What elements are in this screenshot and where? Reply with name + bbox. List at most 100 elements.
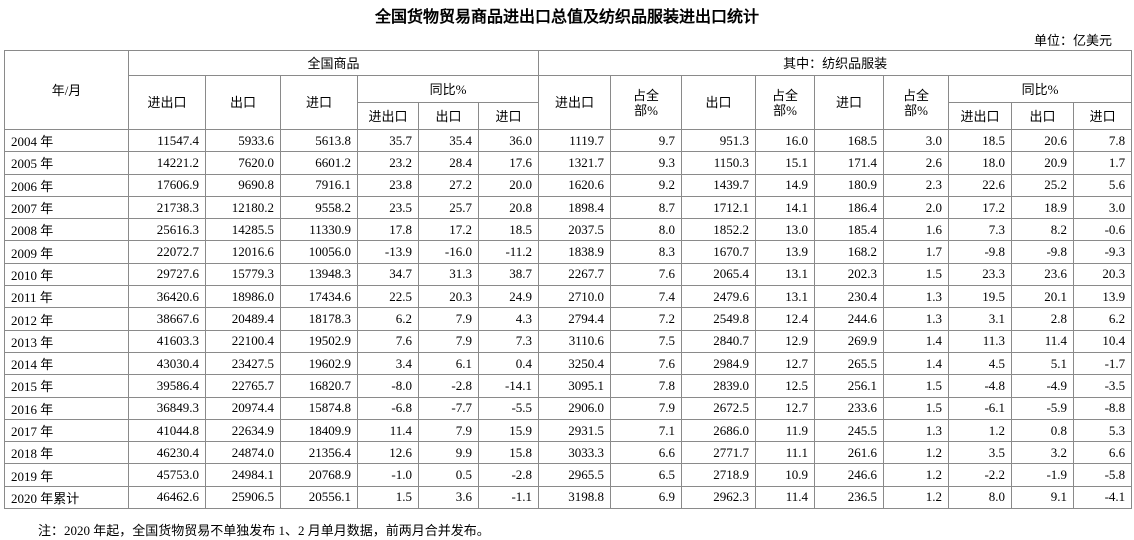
table-cell: 2479.6 xyxy=(681,285,757,309)
table-cell: 1.5 xyxy=(883,262,950,287)
unit: 单位：亿美元 xyxy=(1033,33,1112,48)
table-cell: 6601.2 xyxy=(280,151,358,175)
table-cell: 1.6 xyxy=(883,218,950,242)
table-cell: 46462.6 xyxy=(128,485,206,510)
column-header: 进出口 xyxy=(538,75,612,130)
table-cell: 12.9 xyxy=(755,329,816,353)
table-cell: 17434.6 xyxy=(280,285,358,309)
table-row: 2011 年 36420.6 18986.0 17434.6 22.5 20.3 24.9 2… xyxy=(4,285,1133,309)
table-cell: 15779.3 xyxy=(205,262,281,287)
table-cell: 2.0 xyxy=(883,195,950,220)
title: 全国货物贸易商品进出口总值及纺织品服装进出口统计 xyxy=(374,9,759,26)
table-cell: -1.7 xyxy=(1073,351,1133,376)
table-cell: 1620.6 xyxy=(538,173,612,197)
table-cell: 25616.3 xyxy=(128,218,206,242)
table-cell: 43030.4 xyxy=(128,351,206,376)
table-cell: 1712.1 xyxy=(681,195,757,220)
table-cell: 7620.0 xyxy=(205,151,281,175)
table-row: 2013 年 41603.3 22100.4 19502.9 7.6 7.9 7.3 3110… xyxy=(4,329,1133,353)
table-cell: 2718.9 xyxy=(681,463,757,487)
table-cell: 23.2 xyxy=(357,151,419,175)
table-cell: 17.2 xyxy=(418,218,479,242)
table-cell: 36.0 xyxy=(477,128,540,153)
table-cell: 25.7 xyxy=(418,195,479,220)
table-row: 2016 年 36849.3 20974.4 15874.8 -6.8 -7.7 -5.5 2… xyxy=(4,396,1133,420)
table-cell: 16820.7 xyxy=(280,374,358,398)
table-cell: 19.5 xyxy=(948,285,1013,309)
yoy-header: 同比% xyxy=(948,75,1133,103)
table-row: 2018 年 46230.4 24874.0 21356.4 12.6 9.9 15.8 30… xyxy=(4,441,1133,465)
table-cell: -0.6 xyxy=(1073,218,1133,242)
table-cell: 2906.0 xyxy=(538,396,612,420)
table-cell: -9.8 xyxy=(1011,240,1075,264)
table-header: 年/月 全国商品 其中：纺织品服装 进出口 出口 进口 同比% 进出口 占全部% 出口 占全部% 进口… xyxy=(4,50,1133,130)
table-cell: 6.5 xyxy=(610,463,683,487)
header-row: 进出口 出口 进口 进出口 出口 进口 xyxy=(5,102,1133,130)
table-cell: 17.8 xyxy=(357,218,419,242)
table-cell: 41044.8 xyxy=(128,418,206,443)
table-cell: -9.8 xyxy=(948,240,1013,264)
table-cell: 23.6 xyxy=(1011,262,1075,287)
table-cell: -1.0 xyxy=(357,463,419,487)
table-cell: 15.1 xyxy=(755,151,816,175)
table-cell: 18.0 xyxy=(948,151,1013,175)
table-cell: 36849.3 xyxy=(128,396,206,420)
table-cell: 244.6 xyxy=(814,307,885,331)
table-cell: 1.2 xyxy=(948,418,1013,443)
table-cell: 1670.7 xyxy=(681,240,757,264)
row-label: 2015 年 xyxy=(4,374,129,398)
table-cell: -16.0 xyxy=(418,240,479,264)
table-cell: 6.9 xyxy=(610,485,683,510)
table-cell: 31.3 xyxy=(418,262,479,287)
table-cell: 7.3 xyxy=(477,329,540,353)
column-header: 出口 xyxy=(681,75,757,130)
table-cell: 2839.0 xyxy=(681,374,757,398)
table-cell: 7.9 xyxy=(418,418,479,443)
table-cell: 2984.9 xyxy=(681,351,757,376)
row-label: 2014 年 xyxy=(4,351,129,376)
table-cell: 245.5 xyxy=(814,418,885,443)
table-cell: 29727.6 xyxy=(128,262,206,287)
table-cell: 8.2 xyxy=(1011,218,1075,242)
table-cell: 21738.3 xyxy=(128,195,206,220)
table-cell: 6.2 xyxy=(357,307,419,331)
table-cell: 24.9 xyxy=(477,285,540,309)
table-row: 2010 年 29727.6 15779.3 13948.3 34.7 31.3 38.7 2… xyxy=(4,262,1133,287)
column-header: 进出口 xyxy=(128,75,206,130)
table-cell: 20.8 xyxy=(477,195,540,220)
table-cell: 1.5 xyxy=(883,374,950,398)
table-cell: 2840.7 xyxy=(681,329,757,353)
table-cell: 12.7 xyxy=(755,351,816,376)
table-cell: 17.2 xyxy=(948,195,1013,220)
table-cell: 12016.6 xyxy=(205,240,281,264)
table-cell: 15.9 xyxy=(477,418,540,443)
table-cell: 18.5 xyxy=(948,128,1013,153)
table-cell: 1898.4 xyxy=(538,195,612,220)
table-cell: 5.1 xyxy=(1011,351,1075,376)
table-cell: 20768.9 xyxy=(280,463,358,487)
table-row: 2008 年 25616.3 14285.5 11330.9 17.8 17.2 18.5 2… xyxy=(4,218,1133,242)
table-cell: 1.2 xyxy=(883,441,950,465)
table-cell: 14221.2 xyxy=(128,151,206,175)
table-cell: -2.8 xyxy=(477,463,540,487)
row-label: 2012 年 xyxy=(4,307,129,331)
data-table: 年/月 全国商品 其中：纺织品服装 进出口 出口 进口 同比% 进出口 占全部% 出口 占全部% 进口… xyxy=(4,50,1133,510)
header-row: 年/月 全国商品 其中：纺织品服装 xyxy=(4,50,1133,130)
table-cell: 20.0 xyxy=(477,173,540,197)
table-cell: 13.1 xyxy=(755,285,816,309)
table-cell: 14285.5 xyxy=(205,218,281,242)
row-label: 2018 年 xyxy=(4,441,129,465)
table-cell: 20.3 xyxy=(1073,262,1133,287)
table-cell: 7.1 xyxy=(610,418,683,443)
table-cell: 11.4 xyxy=(357,418,419,443)
table-cell: 12.4 xyxy=(755,307,816,331)
table-cell: 185.4 xyxy=(814,218,885,242)
table-cell: 4.3 xyxy=(477,307,540,331)
table-cell: 17.6 xyxy=(477,151,540,175)
table-cell: 1.2 xyxy=(883,485,950,510)
table-cell: 46230.4 xyxy=(128,441,206,465)
table-cell: -9.3 xyxy=(1073,240,1133,264)
table-cell: 38.7 xyxy=(477,262,540,287)
table-cell: -3.5 xyxy=(1073,374,1133,398)
table-row: 2014 年 43030.4 23427.5 19602.9 3.4 6.1 0.4 3250… xyxy=(4,351,1133,376)
